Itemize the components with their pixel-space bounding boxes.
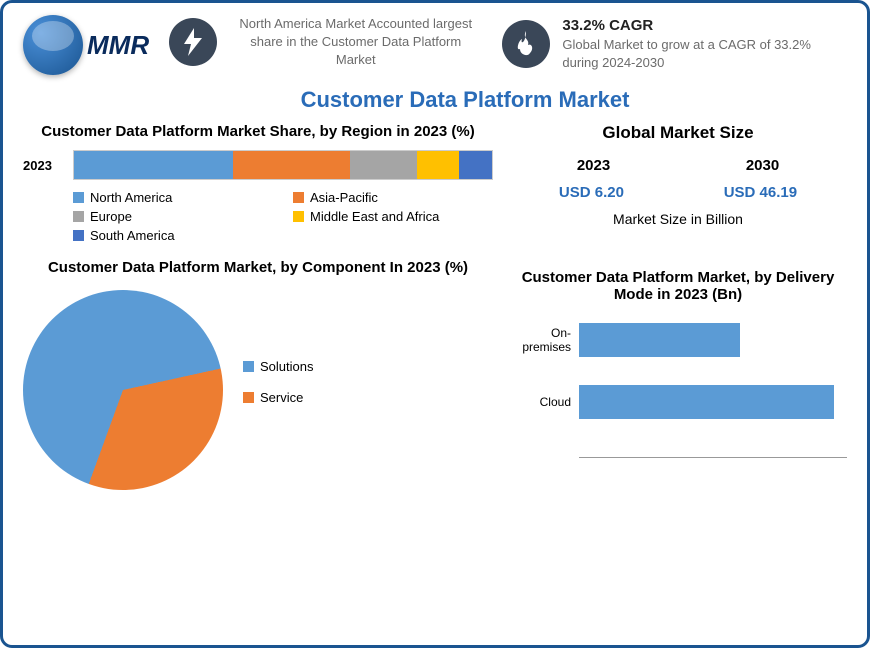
stacked-bar-wrap: 2023	[23, 150, 493, 180]
stacked-seg	[74, 151, 233, 179]
legend-label: Europe	[90, 209, 132, 224]
hbar-bar	[579, 385, 834, 419]
gms-y1: 2023	[577, 157, 610, 174]
pie-chart	[23, 290, 223, 490]
gms-sub: Market Size in Billion	[509, 211, 847, 227]
cagr-title: 33.2% CAGR	[562, 15, 847, 36]
pie-legend: Solutions Service	[243, 359, 313, 421]
hbar-track	[579, 385, 847, 419]
info-block-na: North America Market Accounted largest s…	[169, 15, 482, 70]
legend-swatch	[243, 361, 254, 372]
legend-swatch	[73, 230, 84, 241]
pie-title: Customer Data Platform Market, by Compon…	[23, 259, 493, 276]
legend-label: Middle East and Africa	[310, 209, 439, 224]
stacked-seg	[233, 151, 350, 179]
legend-label: Solutions	[260, 359, 313, 374]
hbar-chart: On-premises Cloud	[509, 313, 847, 457]
header-row: MMR North America Market Accounted large…	[23, 15, 847, 75]
legend-label: Asia-Pacific	[310, 190, 378, 205]
hbar-bar	[579, 323, 740, 357]
hbar-axis	[579, 457, 847, 458]
market-size-panel: Global Market Size 2023 2030 USD 6.20 US…	[509, 123, 847, 243]
na-share-text: North America Market Accounted largest s…	[229, 15, 482, 70]
legend-swatch	[73, 211, 84, 222]
region-legend: North America Asia-Pacific Europe Middle Ea…	[23, 190, 493, 243]
legend-label: North America	[90, 190, 172, 205]
legend-item: Asia-Pacific	[293, 190, 493, 205]
hbar-panel: Customer Data Platform Market, by Delive…	[509, 269, 847, 490]
logo-text: MMR	[87, 30, 149, 61]
bolt-icon	[169, 18, 217, 66]
gms-years: 2023 2030	[509, 157, 847, 174]
hbar-label: On-premises	[509, 326, 579, 355]
gms-values: USD 6.20 USD 46.19	[509, 184, 847, 201]
hbar-row: On-premises	[509, 323, 847, 357]
legend-label: Service	[260, 390, 303, 405]
stacked-year: 2023	[23, 158, 63, 173]
gms-v2: USD 46.19	[724, 184, 797, 201]
region-title: Customer Data Platform Market Share, by …	[23, 123, 493, 140]
stacked-seg	[350, 151, 417, 179]
stacked-seg	[459, 151, 492, 179]
pie-panel: Customer Data Platform Market, by Compon…	[23, 259, 493, 490]
cagr-text: Global Market to grow at a CAGR of 33.2%…	[562, 36, 847, 72]
legend-item: South America	[73, 228, 273, 243]
pie-section: Solutions Service	[23, 290, 493, 490]
legend-item: Europe	[73, 209, 273, 224]
flame-icon	[502, 20, 550, 68]
content-grid: Customer Data Platform Market Share, by …	[23, 123, 847, 490]
legend-swatch	[293, 192, 304, 203]
gms-v1: USD 6.20	[559, 184, 624, 201]
legend-swatch	[73, 192, 84, 203]
legend-item: Service	[243, 390, 313, 405]
legend-item: Middle East and Africa	[293, 209, 493, 224]
info-block-cagr: 33.2% CAGR Global Market to grow at a CA…	[502, 15, 847, 72]
hbar-row: Cloud	[509, 385, 847, 419]
region-panel: Customer Data Platform Market Share, by …	[23, 123, 493, 243]
legend-swatch	[293, 211, 304, 222]
hbar-label: Cloud	[509, 395, 579, 409]
globe-icon	[23, 15, 83, 75]
legend-swatch	[243, 392, 254, 403]
stacked-seg	[417, 151, 459, 179]
hbar-title: Customer Data Platform Market, by Delive…	[509, 269, 847, 303]
main-title: Customer Data Platform Market	[83, 87, 847, 113]
logo: MMR	[23, 15, 149, 75]
legend-item: Solutions	[243, 359, 313, 374]
gms-y2: 2030	[746, 157, 779, 174]
legend-item: North America	[73, 190, 273, 205]
gms-title: Global Market Size	[509, 123, 847, 143]
stacked-bar	[73, 150, 493, 180]
cagr-block: 33.2% CAGR Global Market to grow at a CA…	[562, 15, 847, 72]
legend-label: South America	[90, 228, 175, 243]
hbar-track	[579, 323, 847, 357]
